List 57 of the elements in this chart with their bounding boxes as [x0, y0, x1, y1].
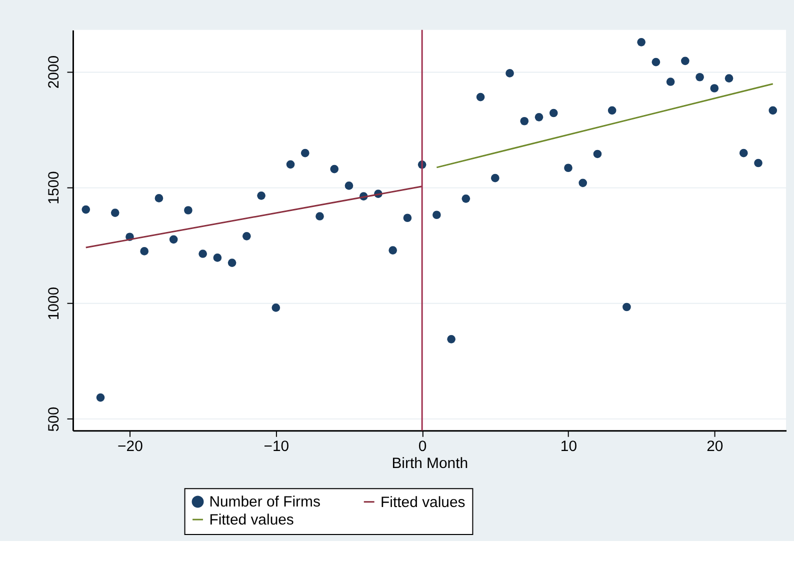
point	[257, 192, 266, 200]
point	[198, 250, 207, 258]
point	[637, 38, 646, 46]
point	[110, 208, 120, 217]
y-tick-label: 500	[45, 406, 62, 432]
point	[534, 113, 544, 122]
point	[82, 205, 90, 214]
point	[140, 247, 149, 256]
point	[564, 164, 572, 172]
point	[608, 106, 616, 115]
point	[652, 58, 660, 66]
point	[490, 174, 500, 182]
legend-label: Number of Firms	[209, 494, 320, 511]
point	[506, 69, 514, 78]
point	[286, 160, 295, 169]
y-tick-label: 1500	[45, 171, 62, 204]
point	[739, 148, 748, 158]
point	[169, 235, 178, 244]
x-tick-label: −20	[118, 438, 143, 455]
x-tick-label: 20	[706, 438, 724, 455]
point	[724, 74, 734, 82]
point	[432, 210, 441, 220]
point	[593, 150, 602, 158]
point	[213, 254, 222, 262]
point	[316, 212, 324, 220]
point	[388, 246, 398, 254]
legend-label: Fitted values	[380, 494, 466, 511]
point	[330, 164, 339, 174]
x-axis-title: Birth Month	[392, 454, 468, 472]
x-tick-label: 10	[560, 438, 578, 455]
y-tick-label: 2000	[45, 55, 62, 89]
point	[520, 116, 529, 126]
point	[768, 106, 778, 115]
point	[696, 72, 704, 82]
point	[96, 393, 105, 402]
point	[681, 56, 690, 66]
point	[710, 84, 719, 92]
point	[403, 214, 412, 222]
point	[447, 335, 456, 344]
point	[549, 108, 558, 118]
point	[228, 258, 236, 267]
legend-label: Fitted values	[209, 512, 294, 529]
point	[184, 206, 192, 214]
point	[300, 148, 310, 158]
point	[578, 178, 588, 188]
y-tick-label: 1000	[45, 286, 62, 320]
point	[754, 158, 762, 168]
point	[242, 232, 251, 240]
point	[666, 78, 675, 86]
point	[154, 194, 164, 202]
point	[622, 302, 631, 312]
point	[272, 304, 280, 312]
x-tick-label: −10	[264, 438, 290, 455]
point	[462, 194, 470, 203]
point	[476, 92, 485, 102]
x-tick-label: 0	[418, 438, 427, 455]
point	[344, 182, 354, 190]
